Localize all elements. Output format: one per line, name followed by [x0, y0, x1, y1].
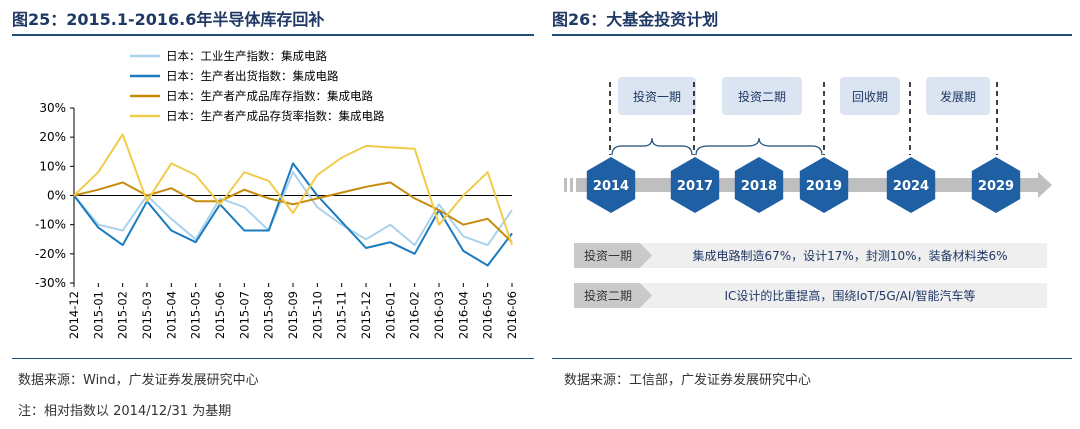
x-tick-label: 2015-01 — [91, 291, 105, 339]
y-tick-label: 10% — [39, 159, 66, 173]
phase-label-1: 投资一期 — [633, 89, 681, 104]
right-source: 数据来源：工信部，广发证券发展研究中心 — [564, 373, 812, 388]
y-tick-label: -30% — [35, 276, 66, 290]
year-label: 2014 — [593, 179, 629, 194]
right-source-rule — [552, 358, 1072, 359]
year-hexagon — [799, 157, 849, 213]
legend-label: 日本：生产者产成品库存指数：集成电路 — [166, 89, 373, 103]
phase-box-1 — [618, 77, 696, 115]
x-tick-label: 2015-06 — [213, 291, 227, 339]
x-tick-label: 2015-04 — [164, 291, 178, 339]
timeline-diagram: 投资一期 投资二期 回收期 发展期 2014 2017 2018 2019 2024 20… — [564, 77, 1052, 308]
left-panel-title: 图25：2015.1-2016.6年半导体库存回补 — [12, 10, 325, 29]
x-tick-label: 2015-07 — [237, 291, 251, 339]
year-label: 2029 — [978, 179, 1014, 194]
x-tick-label: 2015-02 — [116, 291, 130, 339]
legend-label: 日本：生产者出货指数：集成电路 — [166, 69, 339, 83]
year-label: 2019 — [806, 179, 842, 194]
year-hexagon — [971, 157, 1021, 213]
year-hexagon — [886, 157, 936, 213]
x-tick-label: 2016-06 — [505, 291, 519, 339]
x-tick-label: 2016-04 — [456, 291, 470, 339]
x-axis: 2014-12 2015-01 2015-02 2015-03 2015-04 2015-… — [67, 195, 519, 339]
x-tick-label: 2016-05 — [481, 291, 495, 339]
phase-label-3: 回收期 — [852, 90, 888, 104]
year-hexagon — [586, 157, 636, 213]
y-tick-label: 20% — [39, 130, 66, 144]
left-title-rule — [12, 34, 534, 36]
phase-label-2: 投资二期 — [738, 89, 786, 104]
bar-2-label: 投资二期 — [584, 288, 632, 303]
y-tick-label: 30% — [39, 101, 66, 115]
x-tick-label: 2015-08 — [262, 291, 276, 339]
x-tick-label: 2016-01 — [383, 291, 397, 339]
y-tick-label: -10% — [35, 218, 66, 232]
x-tick-label: 2015-05 — [189, 291, 203, 339]
x-tick-label: 2015-11 — [335, 291, 349, 339]
phase-box-4 — [926, 77, 990, 115]
chart-legend: 日本：工业生产指数：集成电路日本：生产者出货指数：集成电路日本：生产者产成品库存… — [130, 49, 385, 123]
x-tick-label: 2015-12 — [359, 291, 373, 339]
x-tick-label: 2016-03 — [432, 291, 446, 339]
investment-bar-2: 投资二期 IC设计的比重提高，围绕IoT/5G/AI/智能汽车等 — [574, 283, 1047, 308]
year-label: 2018 — [741, 179, 777, 194]
phase-box-2 — [722, 77, 802, 115]
legend-label: 日本：生产者产成品存货率指数：集成电路 — [166, 109, 385, 123]
brace-phase-1 — [611, 137, 693, 156]
series-lines — [73, 133, 513, 267]
year-hexagons: 2014 2017 2018 2019 2024 2029 — [586, 157, 1021, 213]
investment-bar-1: 投资一期 集成电路制造67%，设计17%，封测10%，装备材料类6% — [574, 243, 1047, 268]
bar-2-text: IC设计的比重提高，围绕IoT/5G/AI/智能汽车等 — [725, 288, 976, 303]
y-tick-label: 0% — [47, 189, 66, 203]
year-hexagon — [670, 157, 720, 213]
left-source-rule — [12, 358, 534, 359]
x-tick-label: 2016-02 — [408, 291, 422, 339]
line-chart: 日本：工业生产指数：集成电路日本：生产者出货指数：集成电路日本：生产者产成品库存… — [35, 49, 519, 339]
bar-1-label: 投资一期 — [584, 248, 632, 263]
year-label: 2024 — [893, 179, 929, 194]
y-axis: -30% -20% -10% 0% 10% 20% 30% — [35, 101, 75, 290]
x-tick-label: 2015-10 — [310, 291, 324, 339]
year-label: 2017 — [677, 179, 713, 194]
y-tick-label: -20% — [35, 247, 66, 261]
right-title-rule — [552, 34, 1072, 36]
phase-label-4: 发展期 — [940, 89, 976, 104]
phase-box-3 — [840, 77, 900, 115]
x-tick-label: 2015-09 — [286, 291, 300, 339]
series-line — [73, 133, 513, 246]
bar-1-text: 集成电路制造67%，设计17%，封测10%，装备材料类6% — [692, 248, 1007, 263]
x-tick-label: 2015-03 — [140, 291, 154, 339]
right-panel-title: 图26：大基金投资计划 — [552, 10, 719, 29]
left-note: 注：相对指数以 2014/12/31 为基期 — [18, 404, 232, 419]
year-hexagon — [734, 157, 784, 213]
series-line — [73, 181, 513, 243]
left-source: 数据来源：Wind，广发证券发展研究中心 — [18, 373, 259, 388]
legend-label: 日本：工业生产指数：集成电路 — [166, 49, 327, 63]
brace-phase-2 — [695, 137, 823, 156]
phase-separators — [609, 82, 998, 155]
x-tick-label: 2014-12 — [67, 291, 81, 339]
